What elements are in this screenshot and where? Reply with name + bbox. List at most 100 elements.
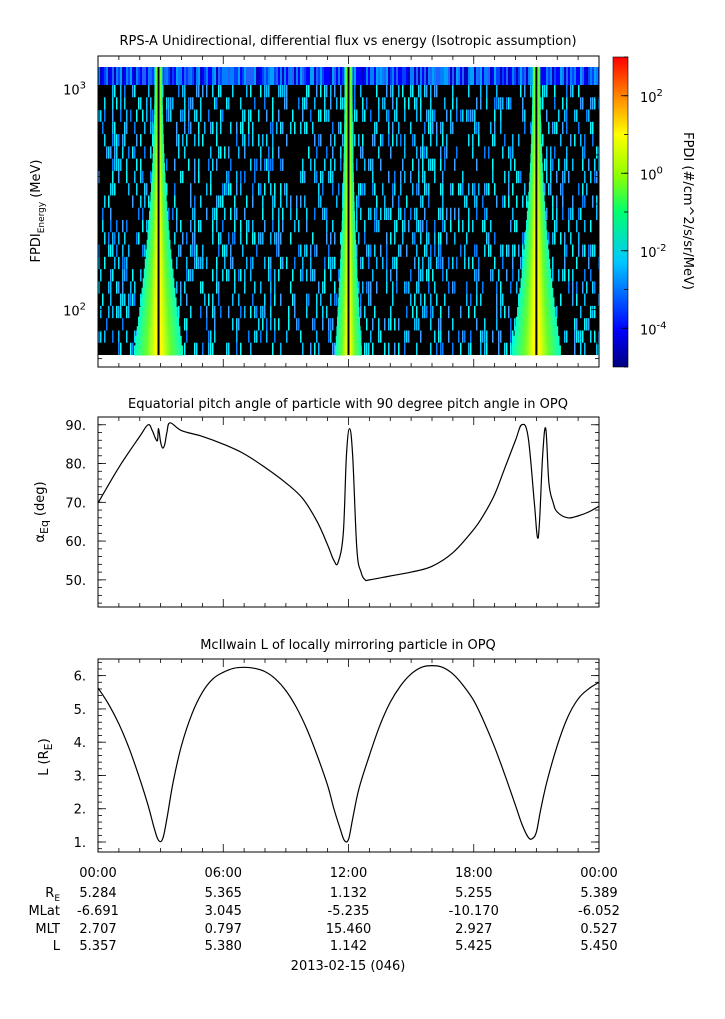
spectrogram-cell — [212, 85, 214, 98]
spectrogram-cell — [234, 220, 236, 233]
spectrogram-cell — [130, 109, 132, 122]
panel3-x-axis — [97, 659, 600, 852]
spectrogram-cell — [524, 67, 526, 85]
spectrogram-cell — [240, 342, 242, 355]
spectrogram-cell — [398, 195, 400, 208]
spectrogram-cell — [364, 183, 366, 196]
spectrogram-cell — [490, 269, 492, 282]
spectrogram-cell — [254, 330, 256, 343]
spectrogram-cell — [402, 67, 404, 85]
spectrogram-cell — [258, 183, 260, 196]
ephemeris-value: 5.357 — [79, 939, 116, 954]
ephemeris-value: -5.235 — [328, 904, 370, 919]
spectrogram-cell — [320, 195, 322, 208]
spectrogram-cell — [506, 244, 508, 257]
spectrogram-cell — [112, 121, 114, 135]
colorbar-tick-exp: 2 — [657, 88, 663, 99]
spectrogram-cell — [436, 121, 438, 135]
spectrogram-cell — [234, 269, 236, 282]
spectrogram-cell — [372, 318, 374, 331]
spectrogram-cell — [124, 134, 126, 147]
spectrogram-cell — [370, 330, 372, 343]
spectrogram-cell — [396, 109, 398, 122]
spectrogram-cell — [244, 207, 246, 220]
spectrogram-cell — [206, 67, 208, 85]
spectrogram-cell — [216, 256, 218, 270]
spectrogram-cell — [278, 244, 280, 257]
spectrogram-cell — [434, 330, 436, 343]
spectrogram-cell — [244, 134, 246, 147]
spectrogram-cell — [244, 281, 246, 294]
spectrogram-cell — [310, 342, 312, 355]
spectrogram-cell — [430, 318, 432, 331]
spectrogram-cell — [118, 158, 120, 171]
spectrogram-cell — [300, 269, 302, 282]
spectrogram-cell — [110, 269, 112, 282]
spectrogram-cell — [206, 183, 208, 196]
spectrogram-cell — [306, 121, 308, 135]
spectrogram-cell — [180, 220, 182, 233]
spectrogram-cell — [258, 134, 260, 147]
spectrogram-cell — [450, 220, 452, 233]
spectrogram-cell — [368, 293, 370, 306]
spectrogram-cell — [134, 146, 136, 159]
spectrogram-cell — [164, 67, 166, 85]
spectrogram-cell — [264, 97, 266, 110]
spectrogram-cell — [578, 67, 580, 85]
spectrogram-cell — [428, 109, 430, 122]
spectrogram-cell — [98, 330, 100, 343]
spectrogram-cell — [316, 85, 318, 98]
spectrogram-cell — [190, 195, 192, 208]
spectrogram-cell — [516, 67, 518, 85]
panel3-y-label-inner: R — [37, 750, 52, 759]
spectrogram-cell — [312, 269, 314, 282]
spectrogram-cell — [578, 232, 580, 245]
spectrogram-cell — [334, 293, 336, 306]
spectrogram-cell — [302, 269, 304, 282]
spectrogram-cell — [462, 109, 464, 122]
spectrogram-cell — [142, 170, 144, 184]
panel1-y-label: FPDIEnergy(MeV) — [29, 160, 47, 263]
spectrogram-cell — [414, 67, 416, 85]
spectrogram-cell — [232, 318, 234, 331]
spectrogram-cell — [218, 232, 220, 245]
spectrogram-cell — [594, 170, 596, 184]
spectrogram-cell — [416, 97, 418, 110]
spectrogram-cell — [408, 220, 410, 233]
spectrogram-cell — [304, 121, 306, 135]
spectrogram-cell — [322, 305, 324, 319]
spectrogram-cell — [294, 293, 296, 306]
ephemeris-row-label: MLT — [35, 922, 60, 937]
spectrogram-cell — [390, 232, 392, 245]
spectrogram-cell — [204, 67, 206, 85]
spectrogram-cell — [220, 232, 222, 245]
spectrogram-cell — [336, 293, 338, 306]
spectrogram-cell — [254, 232, 256, 245]
spectrogram-cell — [508, 244, 510, 257]
spectrogram-cell — [570, 232, 572, 245]
spectrogram-cell — [416, 318, 418, 331]
spectrogram-cell — [370, 281, 372, 294]
spectrogram-cell — [318, 281, 320, 294]
spectrogram-cell — [430, 256, 432, 270]
ephemeris-value: -6.052 — [578, 904, 620, 919]
spectrogram-cell — [220, 146, 222, 159]
spectrogram-cell — [368, 158, 370, 171]
spectrogram-band-center — [157, 67, 160, 355]
spectrogram-cell — [580, 134, 582, 147]
colorbar-tick-label: 10-2 — [640, 243, 667, 261]
spectrogram-cell — [104, 330, 106, 343]
spectrogram-cell — [280, 293, 282, 306]
spectrogram-cell — [508, 146, 510, 159]
spectrogram-cell — [566, 97, 568, 110]
spectrogram-cell — [484, 146, 486, 159]
spectrogram-cell — [218, 244, 220, 257]
spectrogram-cell — [138, 67, 140, 85]
spectrogram-cell — [392, 67, 394, 85]
spectrogram-cell — [562, 195, 564, 208]
spectrogram-cell — [408, 281, 410, 294]
ephemeris-value: 5.255 — [455, 886, 492, 901]
spectrogram-cell — [398, 67, 400, 85]
spectrogram-cell — [564, 158, 566, 171]
spectrogram-cell — [460, 183, 462, 196]
